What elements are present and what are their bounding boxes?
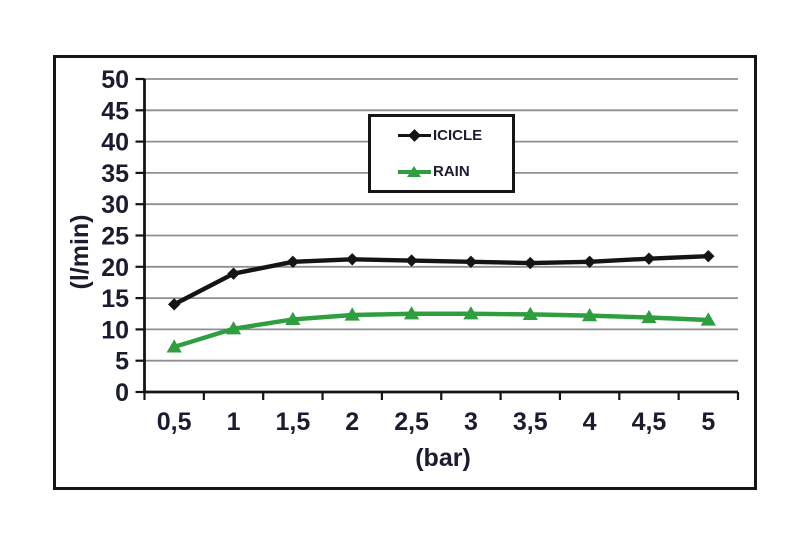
rain-triangle-marker <box>641 309 657 324</box>
x-tick-label: 2 <box>345 408 359 436</box>
x-tick-label: 2,5 <box>394 408 429 436</box>
rain-triangle-marker <box>522 306 538 320</box>
series-line-rain <box>171 311 711 350</box>
y-tick-label: 0 <box>115 379 129 407</box>
icicle-diamond-marker <box>167 298 181 311</box>
x-tick-label: 3 <box>464 408 478 436</box>
rain-line-triangle-marker-icon <box>398 165 431 179</box>
x-tick-label: 4 <box>583 408 597 436</box>
y-tick-label: 45 <box>101 97 129 125</box>
x-tick-label: 5 <box>701 408 715 436</box>
rain-triangle-marker <box>285 311 301 325</box>
icicle-diamond-marker <box>642 252 656 265</box>
icicle-diamond-marker <box>227 267 240 280</box>
rain-triangle-icon <box>407 165 421 177</box>
icicle-diamond-icon <box>408 128 421 142</box>
icicle-diamond-marker <box>702 249 715 263</box>
x-tick-label: 1 <box>227 408 241 436</box>
icicle-diamond-marker <box>524 256 537 270</box>
icicle-line-diamond-marker-icon <box>398 128 431 142</box>
rain-triangle-marker <box>403 306 420 320</box>
y-tick-label: 30 <box>101 191 129 219</box>
y-axis-title: (l/min) <box>66 214 94 290</box>
icicle-diamond-marker <box>405 254 418 267</box>
y-tick-label: 35 <box>101 160 129 188</box>
rain-triangle-marker <box>463 306 479 320</box>
rain-triangle-marker <box>344 307 360 321</box>
x-tick-label: 0,5 <box>157 408 192 436</box>
icicle-diamond-marker <box>286 255 300 268</box>
y-tick-label: 20 <box>101 254 129 282</box>
icicle-diamond-marker <box>346 253 359 266</box>
y-tick-label: 40 <box>101 129 129 157</box>
x-tick-label: 3,5 <box>513 408 548 436</box>
y-tick-label: 5 <box>115 348 129 376</box>
x-axis-title: (bar) <box>415 444 471 472</box>
legend-label-icicle: ICICLE <box>433 126 483 144</box>
rain-triangle-marker <box>582 308 598 322</box>
chart-legend: ICICLE RAIN <box>368 114 515 193</box>
y-tick-label: 15 <box>101 285 129 313</box>
y-tick-label: 25 <box>101 223 129 251</box>
rain-triangle-marker <box>225 321 242 335</box>
x-tick-label: 4,5 <box>632 408 667 436</box>
legend-item-rain: RAIN <box>398 163 512 181</box>
legend-item-icicle: ICICLE <box>398 126 512 144</box>
icicle-diamond-marker <box>583 255 596 268</box>
series-line-icicle <box>171 253 711 307</box>
y-tick-label: 50 <box>101 66 129 94</box>
legend-label-rain: RAIN <box>433 163 470 181</box>
y-tick-label: 10 <box>101 316 129 344</box>
rain-triangle-marker <box>166 339 182 353</box>
x-tick-label: 1,5 <box>275 408 310 436</box>
rain-triangle-marker <box>700 312 716 326</box>
icicle-diamond-marker <box>464 255 478 268</box>
